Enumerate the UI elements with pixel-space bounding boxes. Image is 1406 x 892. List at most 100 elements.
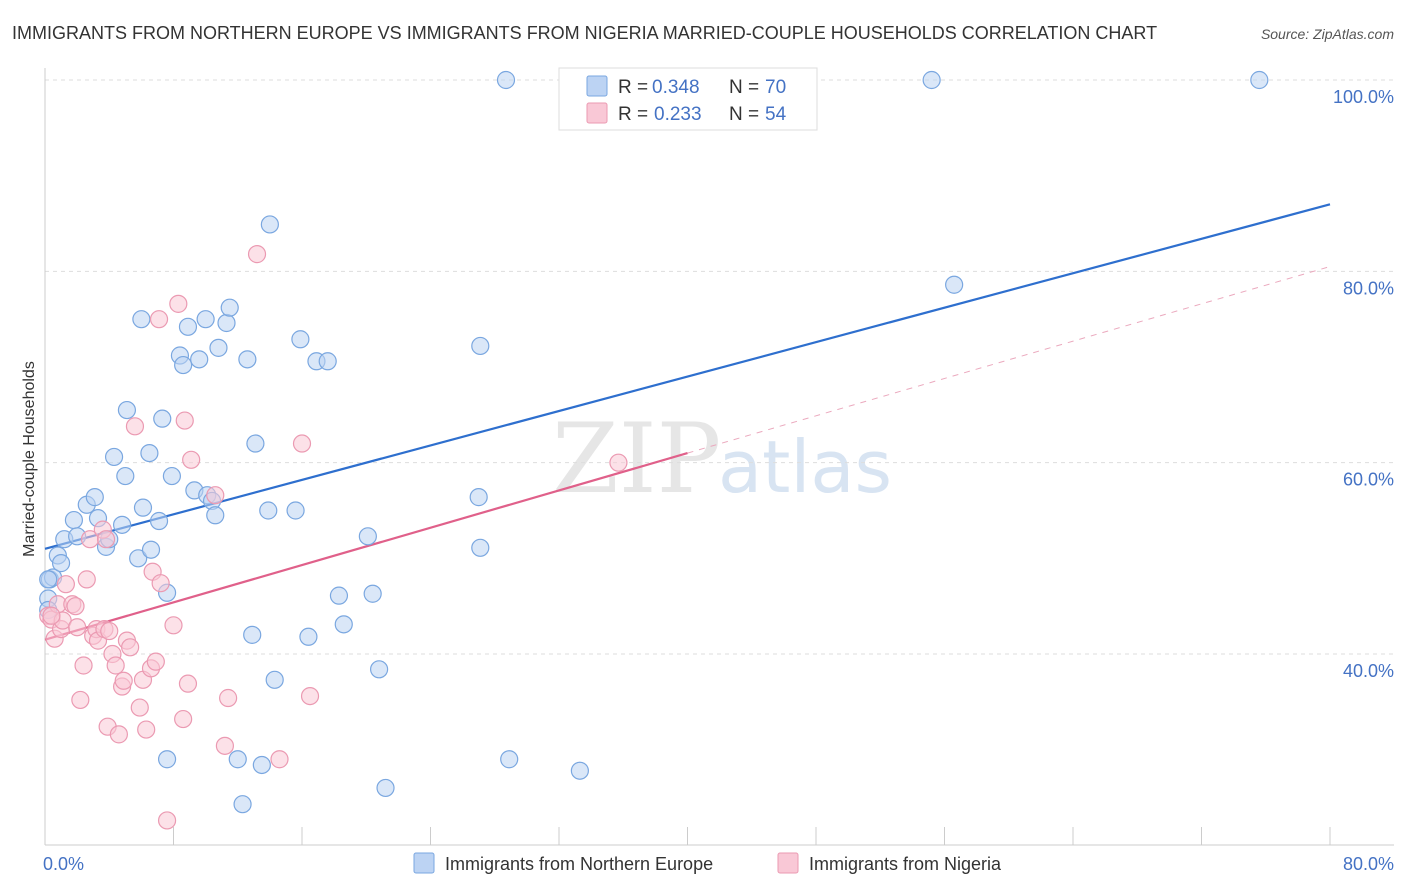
point-nigeria-30 (137, 720, 156, 739)
point-nigeria-8 (66, 597, 85, 616)
point-northern-europe-40 (246, 434, 265, 453)
point-northern-europe-21 (141, 540, 161, 559)
point-nigeria-24 (114, 671, 133, 690)
point-northern-europe-55 (471, 538, 490, 557)
point-nigeria-48 (292, 434, 312, 453)
point-nigeria-19 (100, 621, 119, 641)
point-northern-europe-62 (1250, 70, 1269, 90)
point-northern-europe-9 (85, 488, 104, 507)
point-nigeria-37 (164, 616, 183, 635)
point-northern-europe-4 (51, 554, 71, 573)
point-nigeria-6 (56, 575, 75, 594)
trend-lines (44, 203, 1331, 641)
series-legend-swatch-northern-europe (413, 852, 435, 874)
point-nigeria-46 (247, 245, 267, 264)
point-northern-europe-58 (500, 750, 519, 769)
point-nigeria-39 (174, 709, 193, 729)
axes (44, 68, 1394, 846)
point-nigeria-53 (42, 606, 61, 625)
point-nigeria-50 (609, 453, 628, 472)
x-tick-labels: 0.0% 80.0% (43, 854, 1394, 874)
point-northern-europe-68 (39, 570, 58, 589)
point-northern-europe-61 (945, 275, 964, 294)
y-axis-label: Married-couple Households (21, 361, 38, 557)
point-northern-europe-52 (363, 584, 382, 603)
y-tick-labels: 40.0% 60.0% 80.0% 100.0% (1333, 87, 1394, 681)
watermark-atlas: atlas (718, 425, 892, 509)
legend-swatch-nigeria (586, 102, 608, 124)
point-nigeria-33 (146, 652, 165, 671)
point-northern-europe-20 (140, 444, 159, 463)
legend-r-value-1: 0.233 (654, 104, 702, 125)
point-nigeria-27 (125, 417, 145, 436)
point-northern-europe-45 (291, 330, 310, 349)
point-northern-europe-23 (153, 409, 172, 428)
point-nigeria-36 (157, 811, 177, 830)
point-northern-europe-16 (117, 400, 137, 420)
point-northern-europe-49 (329, 586, 349, 605)
legend-n-label-0: N = (729, 77, 759, 98)
point-nigeria-35 (151, 574, 170, 593)
point-northern-europe-6 (64, 510, 84, 530)
legend-swatch-northern-europe (586, 75, 608, 97)
point-nigeria-41 (178, 674, 198, 693)
point-northern-europe-19 (132, 310, 151, 329)
point-nigeria-47 (270, 750, 289, 769)
point-northern-europe-36 (217, 313, 236, 333)
trend-line-northern-europe (44, 203, 1331, 550)
chart-source: Source: ZipAtlas.com (1261, 26, 1394, 42)
point-northern-europe-39 (243, 625, 262, 644)
point-northern-europe-51 (358, 527, 377, 546)
point-northern-europe-18 (133, 498, 153, 517)
point-northern-europe-35 (209, 338, 228, 357)
x-tick-label-1: 80.0% (1343, 854, 1394, 874)
point-nigeria-38 (169, 294, 188, 313)
point-nigeria-45 (219, 688, 238, 708)
point-northern-europe-44 (286, 501, 305, 520)
point-nigeria-10 (74, 656, 93, 675)
point-northern-europe-13 (104, 447, 124, 467)
point-northern-europe-22 (149, 511, 169, 531)
point-northern-europe-54 (469, 488, 488, 507)
series-legend-swatch-nigeria (777, 852, 799, 874)
point-northern-europe-57 (496, 70, 516, 90)
point-northern-europe-38 (238, 350, 257, 369)
point-nigeria-34 (149, 310, 169, 329)
point-nigeria-9 (71, 690, 90, 710)
watermark: ZIP atlas (552, 403, 892, 515)
point-northern-europe-43 (265, 670, 284, 689)
legend-n-value-1: 54 (765, 104, 787, 125)
point-nigeria-28 (130, 698, 149, 717)
point-nigeria-40 (175, 411, 194, 430)
y-tick-label-3: 100.0% (1333, 87, 1394, 107)
point-northern-europe-34 (206, 506, 225, 525)
y-tick-label-0: 40.0% (1343, 661, 1394, 681)
series-legend-label-northern-europe: Immigrants from Northern Europe (445, 854, 713, 874)
legend-n-label-1: N = (729, 104, 759, 125)
point-northern-europe-37 (220, 298, 239, 317)
point-northern-europe-31 (196, 310, 215, 329)
point-northern-europe-66 (233, 795, 252, 814)
point-nigeria-43 (206, 486, 225, 505)
point-northern-europe-56 (471, 336, 490, 356)
x-tick-label-0: 0.0% (43, 854, 84, 874)
point-northern-europe-63 (157, 750, 177, 769)
point-nigeria-42 (182, 450, 201, 469)
legend-r-label-1: R = (618, 104, 648, 125)
y-tick-label-1: 60.0% (1343, 470, 1394, 490)
point-nigeria-49 (300, 686, 320, 706)
legend-r-value-0: 0.348 (652, 77, 700, 98)
point-nigeria-44 (215, 736, 234, 755)
point-northern-europe-46 (299, 627, 318, 646)
point-northern-europe-42 (260, 215, 279, 234)
point-northern-europe-14 (112, 515, 132, 534)
point-northern-europe-64 (228, 750, 247, 769)
stats-legend: R = 0.348 N = 70 R = 0.233 N = 54 (558, 67, 818, 131)
point-northern-europe-60 (922, 70, 941, 90)
point-northern-europe-17 (129, 549, 148, 568)
point-nigeria-11 (77, 570, 96, 589)
point-northern-europe-65 (252, 755, 271, 775)
point-northern-europe-27 (174, 355, 193, 375)
y-tick-label-2: 80.0% (1343, 278, 1394, 298)
